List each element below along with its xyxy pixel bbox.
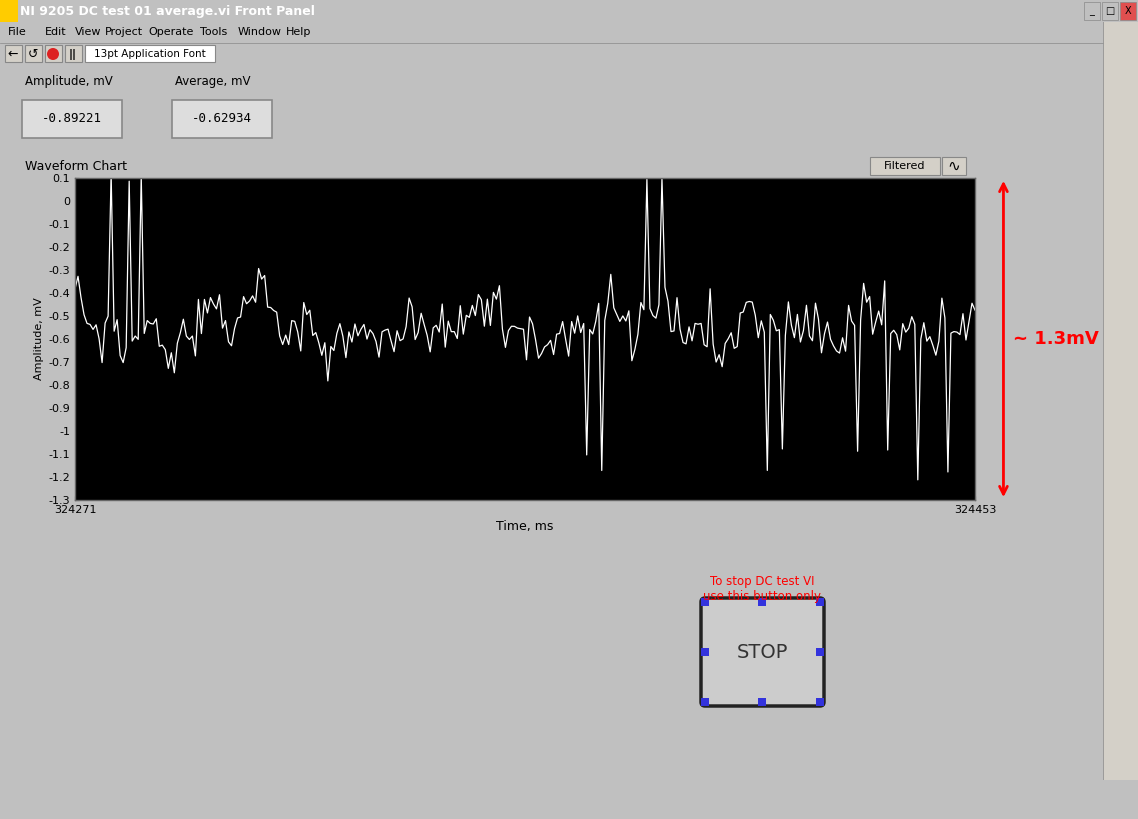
Text: 13pt Application Font: 13pt Application Font [94, 49, 206, 59]
Text: To stop DC test VI: To stop DC test VI [710, 575, 815, 588]
Bar [758, 698, 766, 706]
X-axis label: Time, ms: Time, ms [496, 520, 554, 533]
Text: Window: Window [238, 27, 282, 37]
Bar [701, 598, 709, 606]
Bar [5, 45, 22, 62]
Bar [0, 0, 18, 22]
Text: use this button only: use this button only [703, 590, 820, 603]
Text: -0.89221: -0.89221 [42, 112, 102, 125]
Text: STOP: STOP [736, 642, 787, 662]
Bar [25, 45, 42, 62]
Bar [816, 598, 824, 606]
Bar [65, 45, 82, 62]
Text: NI 9205 DC test 01 average.vi Front Panel: NI 9205 DC test 01 average.vi Front Pane… [20, 4, 315, 17]
Bar [942, 157, 966, 175]
Text: ∿: ∿ [948, 159, 960, 174]
Text: Waveform Chart: Waveform Chart [25, 160, 127, 173]
Bar [46, 45, 61, 62]
Text: ↺: ↺ [27, 48, 39, 61]
Text: View: View [75, 27, 101, 37]
Bar [22, 100, 122, 138]
Text: -0.62934: -0.62934 [192, 112, 251, 125]
Text: Tools: Tools [200, 27, 228, 37]
Text: ?: ? [1120, 48, 1127, 61]
Text: _: _ [1089, 6, 1095, 16]
Bar [85, 45, 215, 62]
Bar [869, 157, 940, 175]
Text: Filtered: Filtered [884, 161, 925, 171]
Text: □: □ [1105, 6, 1114, 16]
Text: Average, mV: Average, mV [175, 75, 250, 88]
Text: Operate: Operate [148, 27, 193, 37]
Bar [758, 598, 766, 606]
Bar [1120, 2, 1136, 20]
Bar [172, 100, 272, 138]
Text: ~ 1.3mV: ~ 1.3mV [1013, 330, 1098, 348]
Bar [701, 698, 709, 706]
Text: Amplitude, mV: Amplitude, mV [25, 75, 113, 88]
Text: Project: Project [105, 27, 143, 37]
Circle shape [47, 48, 59, 60]
Text: ||: || [69, 48, 77, 60]
Bar [1113, 45, 1133, 62]
Text: Help: Help [286, 27, 312, 37]
FancyBboxPatch shape [701, 598, 824, 706]
Y-axis label: Amplitude, mV: Amplitude, mV [34, 297, 44, 380]
Bar [816, 698, 824, 706]
Text: Edit: Edit [46, 27, 67, 37]
Text: X: X [1124, 6, 1131, 16]
Text: File: File [8, 27, 27, 37]
Bar [1102, 2, 1118, 20]
Bar [816, 648, 824, 656]
Bar [1085, 2, 1100, 20]
Bar [701, 648, 709, 656]
Text: ←: ← [8, 48, 18, 61]
